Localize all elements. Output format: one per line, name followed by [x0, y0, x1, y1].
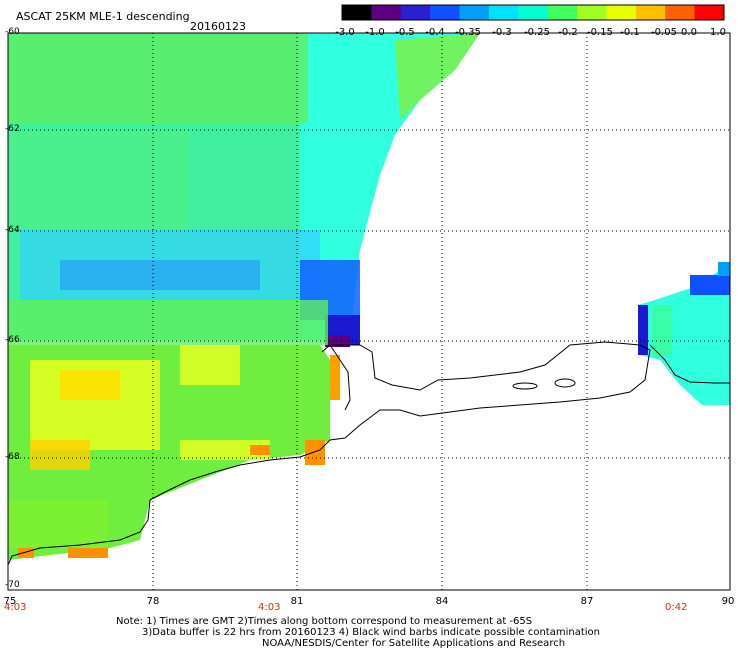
- colorbar-swatch: [459, 5, 490, 20]
- colorbar-swatch: [400, 5, 431, 20]
- colorbar-swatch: [371, 5, 402, 20]
- colorbar-swatch: [665, 5, 696, 20]
- lon-label: 75: [3, 596, 17, 607]
- colorbar-swatch: [577, 5, 607, 20]
- lat-label: -62: [5, 124, 20, 134]
- colorbar-swatch: [430, 5, 461, 20]
- colorbar-frame: [341, 4, 725, 21]
- colorbar-label: -0.15: [587, 27, 613, 38]
- lat-label: -60: [5, 27, 20, 37]
- map-frame: [7, 32, 731, 591]
- time-label: 0:42: [665, 602, 688, 613]
- lon-label: 78: [146, 596, 160, 607]
- map-title: ASCAT 25KM MLE-1 descending: [16, 10, 190, 23]
- colorbar-swatch: [518, 5, 549, 20]
- time-label: 4:03: [258, 602, 281, 613]
- colorbar-label: -0.5: [395, 27, 415, 38]
- colorbar-label: -0.25: [524, 27, 550, 38]
- colorbar-label: -0.3: [492, 27, 512, 38]
- wind-swath-west: [8, 33, 480, 560]
- lat-label: -64: [5, 225, 20, 235]
- lon-label: 81: [290, 596, 304, 607]
- colorbar: [341, 4, 725, 21]
- colorbar-swatch: [488, 5, 519, 20]
- colorbar-swatch: [635, 5, 666, 20]
- coastline: [7, 341, 730, 566]
- map-date: 20160123: [190, 20, 246, 33]
- colorbar-swatch: [547, 5, 578, 20]
- colorbar-label: -1.0: [365, 27, 385, 38]
- colorbar-label: -0.1: [620, 27, 640, 38]
- colorbar-label: 0.0: [681, 27, 697, 38]
- lon-label: 87: [580, 596, 594, 607]
- graticule: [8, 33, 730, 590]
- colorbar-label: -3.0: [335, 27, 355, 38]
- colorbar-label: 1.0: [710, 27, 726, 38]
- lat-label: -66: [5, 335, 20, 345]
- wind-swath-east: [638, 262, 730, 405]
- colorbar-label: -0.35: [455, 27, 481, 38]
- lon-label: 84: [435, 596, 449, 607]
- colorbar-label: -0.05: [651, 27, 677, 38]
- lon-label: 90: [721, 596, 735, 607]
- colorbar-swatch: [694, 5, 725, 20]
- lat-label: -70: [5, 580, 20, 590]
- note-line-3: NOAA/NESDIS/Center for Satellite Applica…: [262, 638, 566, 649]
- colorbar-swatch: [342, 5, 372, 20]
- note-line-1: Note: 1) Times are GMT 2)Times along bot…: [116, 616, 533, 627]
- colorbar-swatch: [606, 5, 637, 20]
- lat-label: -68: [5, 452, 20, 462]
- time-label: 4:03: [4, 602, 27, 613]
- colorbar-label: -0.2: [558, 27, 578, 38]
- colorbar-label: -0.4: [425, 27, 445, 38]
- note-line-2: 3)Data buffer is 22 hrs from 20160123 4)…: [142, 627, 600, 638]
